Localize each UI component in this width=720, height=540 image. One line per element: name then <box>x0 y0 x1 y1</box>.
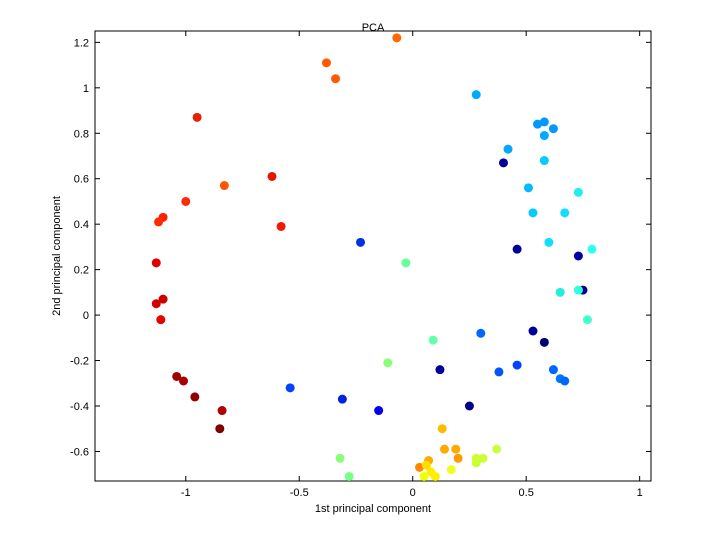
data-point <box>276 221 286 231</box>
data-point <box>156 315 166 325</box>
data-point <box>512 360 522 370</box>
data-point <box>498 158 508 168</box>
chart-title: PCA <box>362 22 385 34</box>
data-point <box>219 181 229 191</box>
data-point <box>430 471 440 481</box>
data-point <box>172 371 182 381</box>
data-point <box>192 112 202 122</box>
data-point <box>383 358 393 368</box>
data-point <box>548 365 558 375</box>
y-tick-label: -0.6 <box>70 446 89 458</box>
data-point <box>285 383 295 393</box>
plot-frame <box>94 30 652 482</box>
data-point <box>344 471 354 481</box>
data-point <box>573 187 583 197</box>
data-point <box>476 328 486 338</box>
data-point <box>539 131 549 141</box>
y-tick-label: 1.2 <box>74 37 89 49</box>
data-point <box>587 244 597 254</box>
y-axis: -0.6 -0.4 -0.2 0 0.2 0.4 0.6 0.8 1 1.2 <box>70 37 651 458</box>
y-tick-label: 1 <box>83 83 89 95</box>
x-axis-label: 1st principal component <box>315 503 431 515</box>
data-point <box>321 58 331 68</box>
data-point <box>471 90 481 100</box>
data-point <box>573 251 583 261</box>
data-point <box>335 453 345 463</box>
data-point <box>439 444 449 454</box>
data-point <box>523 183 533 193</box>
data-point <box>151 258 161 268</box>
data-point <box>494 367 504 377</box>
data-point <box>528 326 538 336</box>
x-axis: -1 -0.5 0 0.5 1 <box>181 31 643 499</box>
data-point <box>374 406 384 416</box>
data-point <box>560 376 570 386</box>
data-point <box>401 258 411 268</box>
y-tick-label: -0.4 <box>70 401 89 413</box>
data-point <box>528 208 538 218</box>
data-point <box>446 465 456 475</box>
data-point <box>471 458 481 468</box>
data-point <box>421 460 431 470</box>
data-point <box>478 453 488 463</box>
data-point <box>179 376 189 386</box>
data-point <box>154 217 164 227</box>
x-tick-label: 1 <box>637 487 643 499</box>
data-point <box>437 424 447 434</box>
data-point <box>492 444 502 454</box>
data-point <box>560 208 570 218</box>
y-tick-label: 0.8 <box>74 128 89 140</box>
data-point <box>539 156 549 166</box>
x-tick-label: -0.5 <box>290 487 309 499</box>
data-point <box>337 394 347 404</box>
data-point <box>435 365 445 375</box>
data-point <box>451 444 461 454</box>
data-points <box>151 33 597 481</box>
data-point <box>158 294 168 304</box>
y-tick-label: 0 <box>83 310 89 322</box>
x-tick-label: -1 <box>181 487 191 499</box>
data-point <box>573 285 583 295</box>
data-point <box>453 453 463 463</box>
data-point <box>267 171 277 181</box>
data-point <box>428 335 438 345</box>
y-tick-label: 0.2 <box>74 265 89 277</box>
data-point <box>415 462 425 472</box>
data-point <box>503 144 513 154</box>
data-point <box>548 124 558 134</box>
data-point <box>539 117 549 127</box>
data-point <box>151 299 161 309</box>
y-tick-label: -0.2 <box>70 356 89 368</box>
data-point <box>392 33 402 43</box>
data-point <box>512 244 522 254</box>
data-point <box>419 471 429 481</box>
data-point <box>181 196 191 206</box>
x-tick-label: 0 <box>410 487 416 499</box>
data-point <box>356 237 366 247</box>
x-tick-label: 0.5 <box>519 487 534 499</box>
y-axis-label: 2nd principal component <box>51 196 63 316</box>
data-point <box>331 74 341 84</box>
data-point <box>190 392 200 402</box>
data-point <box>464 401 474 411</box>
data-point <box>215 424 225 434</box>
data-point <box>539 337 549 347</box>
data-point <box>533 119 543 129</box>
data-point <box>582 315 592 325</box>
data-point <box>544 237 554 247</box>
data-point <box>217 406 227 416</box>
data-point <box>555 287 565 297</box>
y-tick-label: 0.4 <box>74 219 89 231</box>
y-tick-label: 0.6 <box>74 174 89 186</box>
